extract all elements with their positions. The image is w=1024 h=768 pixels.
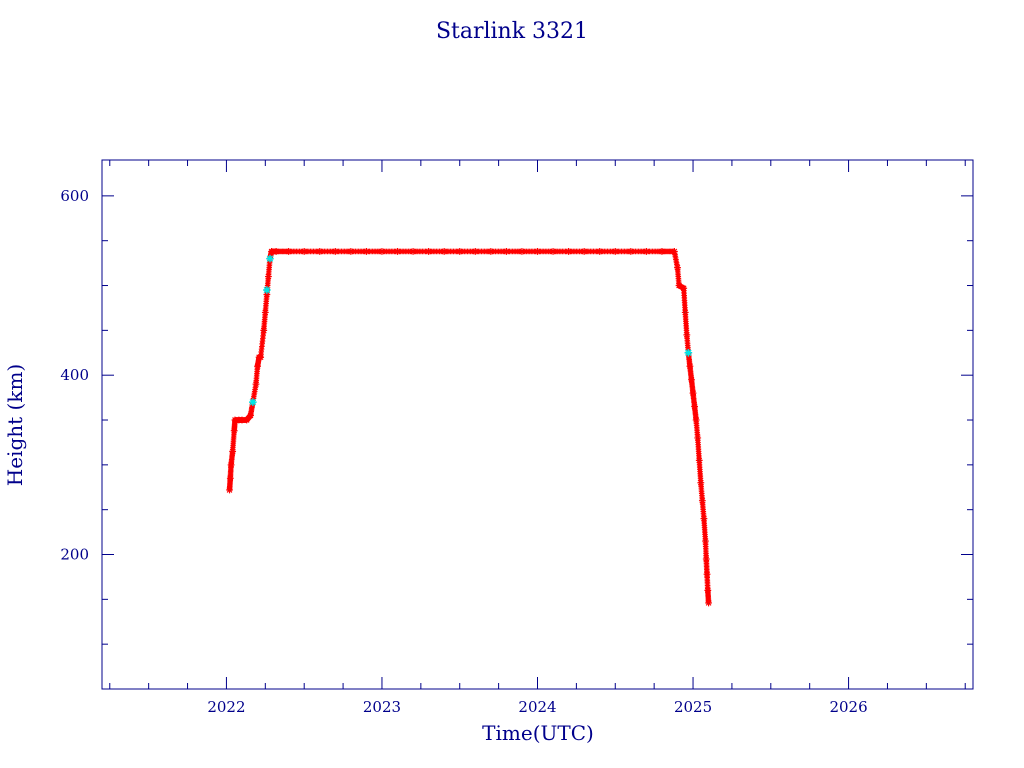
data-point-trail (533, 248, 539, 255)
x-tick-label: 2025 (674, 698, 712, 716)
y-axis-label: Height (km) (3, 364, 27, 486)
data-point-trail (693, 415, 699, 422)
data-point-trail (265, 275, 272, 282)
data-point-trail (674, 263, 680, 269)
highlight-data-point (266, 254, 274, 263)
data-point-trail (346, 248, 353, 255)
data-point-trail (252, 383, 259, 389)
x-tick-label: 2026 (829, 698, 867, 716)
data-points-layer (226, 248, 712, 607)
highlight-data-point (249, 398, 257, 406)
data-point-trail (362, 248, 368, 255)
data-point-trail (229, 449, 236, 456)
data-point-trail (470, 248, 477, 255)
data-point-trail (262, 311, 268, 318)
data-point-trail (676, 280, 682, 287)
data-point-trail (697, 477, 704, 484)
data-point-trail (595, 248, 601, 255)
data-point-trail (548, 248, 555, 255)
data-point-trail (579, 248, 586, 255)
data-point-trail (517, 248, 524, 255)
data-point-trail (702, 536, 709, 542)
data-point-trail (680, 285, 687, 291)
data-point-trail (699, 496, 706, 502)
data-point-trail (377, 248, 384, 255)
data-point-trail (704, 569, 710, 576)
data-point-trail (683, 329, 690, 336)
data-point-trail (393, 248, 399, 255)
data-point-trail (642, 248, 648, 255)
highlight-data-point (263, 286, 271, 294)
data-point-trail (330, 248, 337, 255)
data-point-trail (703, 554, 709, 560)
data-point-trail (564, 248, 570, 255)
highlight-center (251, 400, 255, 404)
data-point-trail (439, 248, 446, 255)
data-point-trail (315, 248, 321, 255)
highlight-center (265, 288, 269, 292)
data-point-trail (299, 248, 306, 255)
data-point-trail (626, 248, 633, 255)
data-point-trail (682, 307, 688, 313)
data-point-trail (704, 585, 711, 592)
y-tick-label: 200 (60, 546, 89, 564)
data-point-trail (455, 248, 461, 255)
data-point-trail (263, 293, 270, 300)
y-tick-label: 600 (60, 187, 89, 205)
x-tick-label: 2023 (363, 698, 401, 716)
data-point-trail (610, 248, 617, 255)
data-point-trail (502, 248, 508, 255)
data-point-trail (694, 433, 701, 439)
data-point-trail (486, 248, 493, 255)
data-point-trail (260, 330, 267, 336)
data-point-trail (247, 413, 253, 419)
chart-title: Starlink 3321 (436, 19, 588, 44)
data-point-trail (424, 248, 430, 255)
tick-layer: 2022 2023 2024 2025 2026 200 400 600 (60, 160, 973, 716)
highlight-center (268, 257, 272, 260)
y-tick-label: 400 (60, 366, 89, 384)
data-point-trail (231, 430, 237, 436)
data-point-trail (696, 455, 702, 461)
x-tick-label: 2024 (518, 698, 556, 716)
data-point-trail (408, 248, 415, 255)
x-axis-label: Time(UTC) (482, 721, 594, 745)
highlight-data-point (684, 348, 693, 357)
data-point-trail (700, 514, 707, 520)
data-point-trail (705, 598, 712, 605)
x-tick-label: 2022 (207, 698, 245, 716)
highlight-center (687, 351, 690, 355)
